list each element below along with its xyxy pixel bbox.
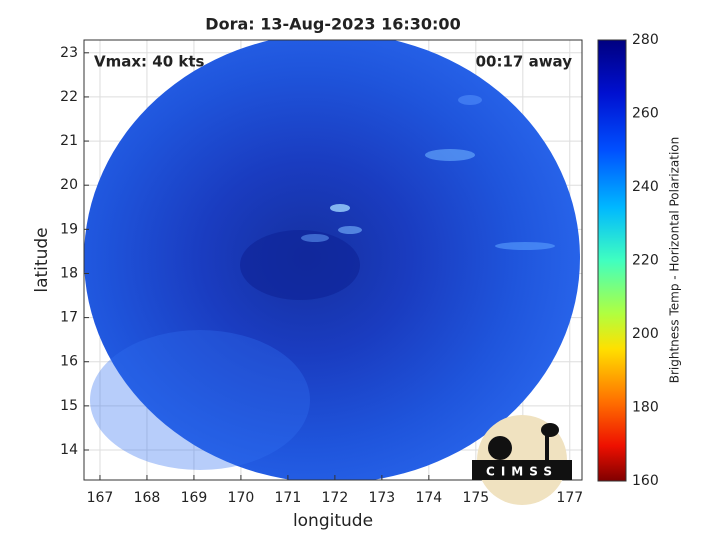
logo-tower xyxy=(545,435,549,460)
x-tick-label: 172 xyxy=(322,490,349,506)
y-tick-label: 16 xyxy=(60,354,78,370)
colorbar-label: Brightness Temp - Horizontal Polarizatio… xyxy=(668,137,682,384)
swath-feature xyxy=(90,330,310,470)
y-tick-label: 22 xyxy=(60,89,78,105)
x-tick-label: 177 xyxy=(556,490,583,506)
y-tick-label: 19 xyxy=(60,221,78,237)
y-axis-label: latitude xyxy=(32,227,52,292)
colorbar-tick-label: 260 xyxy=(632,106,659,122)
y-tick-label: 14 xyxy=(60,442,78,458)
swath-feature xyxy=(301,234,329,242)
x-tick-label: 173 xyxy=(368,490,395,506)
swath-feature xyxy=(495,242,555,250)
y-tick-label: 20 xyxy=(60,177,78,193)
colorbar-tick-label: 280 xyxy=(632,32,659,48)
colorbar-tick-label: 160 xyxy=(632,473,659,489)
x-tick-label: 168 xyxy=(134,490,161,506)
x-axis-label: longitude xyxy=(293,511,373,531)
map-title: Dora: 13-Aug-2023 16:30:00 xyxy=(205,15,460,34)
x-tick-label: 167 xyxy=(87,490,114,506)
plot-frame xyxy=(83,39,583,481)
y-tick-label: 18 xyxy=(60,265,78,281)
swath-feature xyxy=(338,226,362,234)
x-tick-label: 174 xyxy=(415,490,442,506)
x-tick-label: 170 xyxy=(228,490,255,506)
vmax-annotation: Vmax: 40 kts xyxy=(94,53,204,71)
logo-text: CIMSS xyxy=(486,465,558,479)
logo: CIMSS xyxy=(472,415,572,505)
swath-feature xyxy=(458,95,482,105)
swath-feature xyxy=(425,149,475,161)
logo-dish xyxy=(488,436,512,460)
colorbar-tick-label: 180 xyxy=(632,400,659,416)
y-tick-label: 21 xyxy=(60,133,78,149)
logo-tank xyxy=(541,423,559,437)
x-tick-label: 175 xyxy=(462,490,489,506)
swath-feature xyxy=(330,204,350,212)
swath-core xyxy=(240,230,360,300)
x-tick-label: 169 xyxy=(181,490,208,506)
colorbar-tick-label: 220 xyxy=(632,253,659,269)
time-annotation: 00:17 away xyxy=(476,53,573,71)
y-tick-label: 17 xyxy=(60,310,78,326)
colorbar-tick-label: 200 xyxy=(632,326,659,342)
satellite-swath xyxy=(84,40,580,480)
y-tick-label: 23 xyxy=(60,45,78,61)
x-tick-label: 171 xyxy=(275,490,302,506)
logo-band xyxy=(472,460,572,480)
colorbar xyxy=(597,39,627,482)
colorbar-tick-label: 240 xyxy=(632,179,659,195)
y-tick-label: 15 xyxy=(60,398,78,414)
